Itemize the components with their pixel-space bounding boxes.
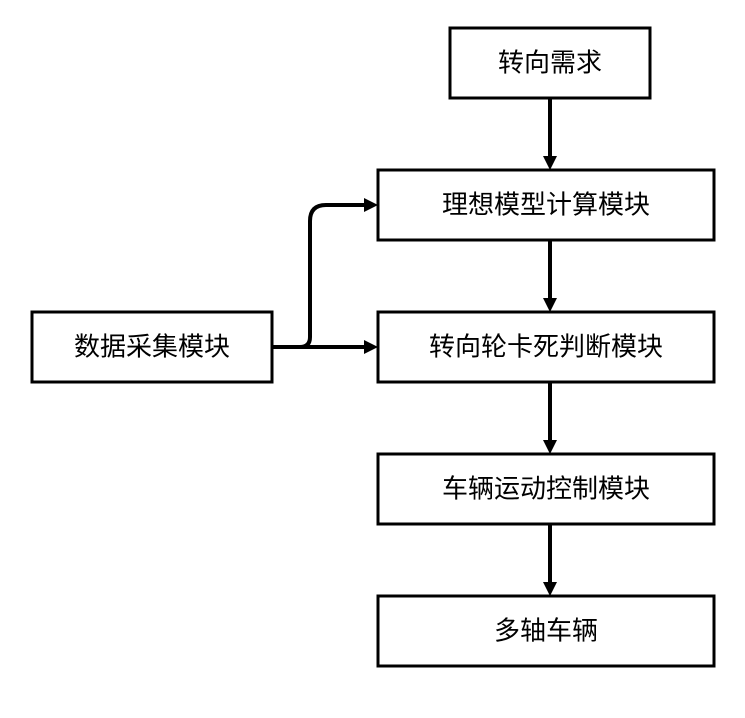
edge-e3 bbox=[543, 382, 557, 454]
node-n3: 转向轮卡死判断模块 bbox=[378, 312, 714, 382]
arrowhead-icon bbox=[543, 440, 557, 454]
node-n1: 转向需求 bbox=[450, 28, 650, 98]
node-label: 理想模型计算模块 bbox=[442, 191, 650, 220]
node-n4: 数据采集模块 bbox=[32, 312, 272, 382]
edge-e6 bbox=[272, 340, 378, 354]
node-label: 转向轮卡死判断模块 bbox=[429, 333, 663, 362]
node-n2: 理想模型计算模块 bbox=[378, 170, 714, 240]
edge-e4 bbox=[543, 524, 557, 596]
node-label: 多轴车辆 bbox=[494, 617, 598, 646]
edge-e1 bbox=[543, 98, 557, 170]
node-label: 数据采集模块 bbox=[74, 333, 230, 362]
node-n6: 多轴车辆 bbox=[378, 596, 714, 666]
node-n5: 车辆运动控制模块 bbox=[378, 454, 714, 524]
edge-e2 bbox=[543, 240, 557, 312]
edge-line bbox=[290, 205, 365, 347]
node-label: 转向需求 bbox=[498, 49, 602, 78]
arrowhead-icon bbox=[543, 156, 557, 170]
node-label: 车辆运动控制模块 bbox=[442, 475, 650, 504]
edge-e5 bbox=[290, 198, 378, 347]
arrowhead-icon bbox=[364, 340, 378, 354]
arrowhead-icon bbox=[364, 198, 378, 212]
arrowhead-icon bbox=[543, 298, 557, 312]
flowchart: 转向需求理想模型计算模块转向轮卡死判断模块 数据采集模块车辆运动控制模块多轴车辆 bbox=[0, 0, 745, 718]
arrowhead-icon bbox=[543, 582, 557, 596]
